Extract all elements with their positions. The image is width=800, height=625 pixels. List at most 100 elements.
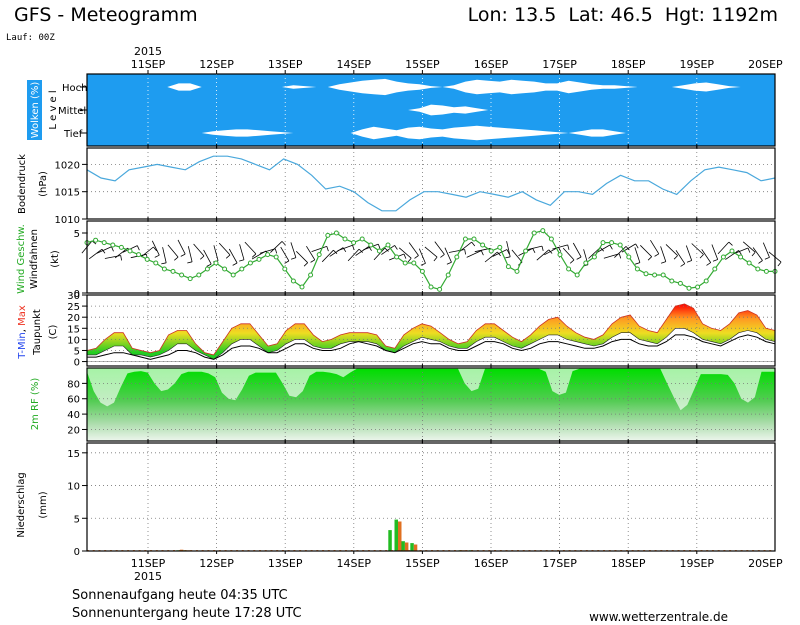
- wind-barb-flag: [673, 255, 678, 260]
- wind-point: [153, 260, 159, 266]
- dewpoint-ylabel: Taupunkt: [32, 309, 43, 356]
- wind-barb: [595, 244, 611, 254]
- cloud-ylabel-level: L e v e l: [48, 90, 59, 129]
- wind-barb: [418, 248, 426, 264]
- wind-barb-flag: [384, 247, 389, 252]
- wind-grid: [87, 217, 775, 296]
- wind-barb-flag: [274, 248, 278, 254]
- panel-frame-temperature: [86, 294, 776, 367]
- wind-point: [179, 272, 185, 278]
- wind-barb-flag: [738, 250, 742, 255]
- pressure-ticks: 1010 1015 1020: [55, 160, 87, 226]
- tmax-line: [86, 303, 776, 356]
- wind-barb-flag: [310, 259, 316, 263]
- wind-barb: [424, 246, 438, 258]
- wind-barb: [511, 249, 523, 263]
- precip-bar-green: [394, 519, 398, 551]
- wind-barb-flag: [440, 254, 445, 258]
- wind-point: [445, 272, 451, 278]
- wind-point: [411, 260, 417, 266]
- wind-ylabel-barbs: Windfahnen: [29, 229, 40, 289]
- tmin-line: [87, 328, 776, 360]
- wind-point: [110, 242, 116, 248]
- y-tick-label: 15: [67, 324, 80, 335]
- wind-barb-flag: [777, 261, 782, 267]
- wind-barb: [408, 242, 419, 256]
- wind-barb: [572, 242, 582, 258]
- wind-barb: [603, 253, 620, 259]
- wind-barb: [675, 250, 686, 264]
- wind-barb: [347, 248, 360, 262]
- cloud-panel: Hoch Mittel Tief Wolken (%) L e v e l: [27, 70, 775, 149]
- cloud-cover-shapes: [87, 78, 775, 141]
- wind-barb-flag: [281, 241, 286, 246]
- wind-barb: [337, 244, 353, 252]
- wind-ylabel: Wind Geschw.: [16, 224, 27, 294]
- source-credit: www.wetterzentrale.de: [589, 610, 728, 624]
- wind-barb-flag: [567, 244, 570, 250]
- wind-point: [222, 266, 228, 272]
- date-label-top: 13SEP: [268, 58, 303, 71]
- wind-barb-flag: [136, 245, 140, 251]
- wind-point: [669, 278, 675, 284]
- wind-point: [127, 248, 133, 254]
- wind-barb: [614, 246, 627, 258]
- wind-point: [591, 254, 597, 260]
- wind-barb: [228, 248, 238, 264]
- wind-barb: [536, 249, 550, 261]
- wind-point: [385, 242, 391, 248]
- precip-panel: 0 5 10 15 Niederschlag (mm): [16, 439, 775, 558]
- wind-barbs: [81, 239, 782, 267]
- wind-barb-flag: [326, 246, 329, 252]
- y-tick-label: 10: [67, 335, 80, 346]
- wind-point: [652, 272, 658, 278]
- wind-point: [316, 252, 322, 258]
- wind-point: [273, 254, 279, 260]
- wind-barb-flag: [647, 256, 652, 261]
- wind-barb-flag: [609, 244, 613, 250]
- panel-frame-clouds: [86, 73, 776, 147]
- wind-barb: [665, 244, 678, 256]
- wind-point: [643, 271, 649, 277]
- y-tick-label: 5: [74, 514, 80, 525]
- y-tick-label: 5: [74, 229, 80, 240]
- wind-barb: [96, 246, 112, 254]
- wind-barb-flag: [187, 261, 193, 264]
- wind-point: [247, 260, 253, 266]
- cloud-mittel-shape: [87, 104, 775, 116]
- wind-barb-flag: [446, 261, 452, 265]
- wind-barb: [321, 249, 334, 263]
- wind-barb: [562, 247, 575, 261]
- y-tick-label: 1015: [55, 188, 80, 199]
- date-label-bottom: 17SEP: [542, 557, 577, 570]
- date-label-bottom: 20SEP: [748, 557, 783, 570]
- wind-barb-flag: [433, 256, 438, 262]
- wind-barb-flag: [576, 256, 582, 260]
- tmax-legend: Max: [17, 305, 28, 326]
- precip-ticks: 0 5 10 15: [67, 449, 87, 558]
- wind-barb: [104, 255, 121, 259]
- wind-point: [729, 248, 735, 254]
- dewpoint-line: [87, 334, 776, 360]
- wind-point: [574, 272, 580, 278]
- humidity-panel: 20 40 60 80 2m RF (%): [30, 364, 775, 444]
- wind-point: [660, 272, 666, 278]
- chart-title: GFS - Meteogramm: [14, 4, 198, 26]
- wind-barb-flag: [333, 249, 338, 254]
- wind-point: [540, 228, 546, 234]
- precip-bar-green: [401, 541, 405, 551]
- year-label-bottom: 2015: [134, 570, 162, 583]
- wind-barb-flag: [403, 253, 407, 259]
- y-tick-label: 20: [67, 425, 80, 436]
- wind-barb: [434, 241, 445, 255]
- wind-barb-flag: [284, 260, 290, 264]
- wind-barb-flag: [569, 259, 575, 264]
- precip-bar-orange: [404, 542, 409, 551]
- date-label-bottom: 11SEP: [131, 557, 166, 570]
- date-label-bottom: 19SEP: [680, 557, 715, 570]
- precip-unit: (mm): [38, 491, 49, 518]
- wind-barb-flag: [225, 254, 231, 259]
